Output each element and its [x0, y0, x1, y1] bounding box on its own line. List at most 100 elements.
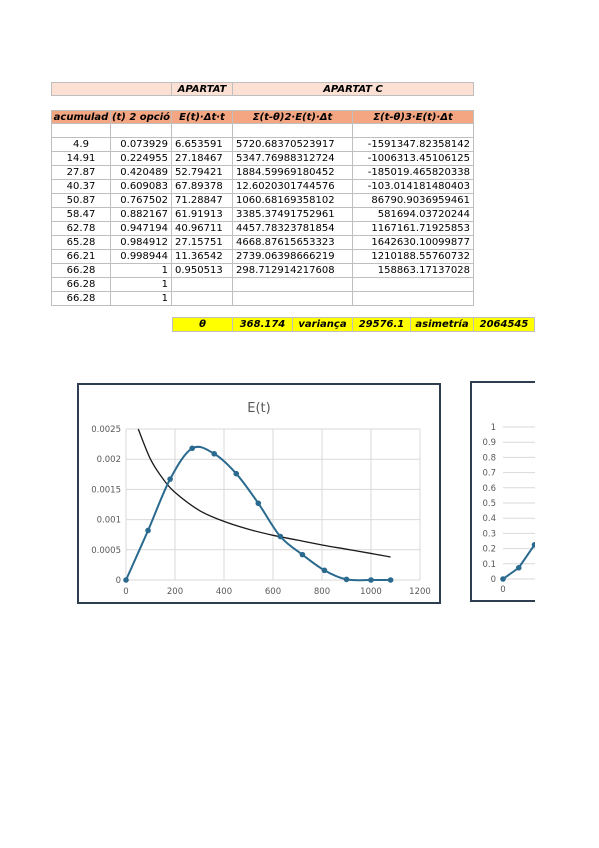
table-cell: 0.947194 [111, 222, 172, 236]
table-cell [51, 124, 111, 138]
table-cell: -185019.465820338 [353, 166, 474, 180]
table-cell: 1167161.71925853 [353, 222, 474, 236]
header-blank [51, 82, 172, 96]
table-cell: 65.28 [51, 236, 111, 250]
table-cell [172, 278, 233, 292]
data-point [500, 576, 506, 582]
et-chart[interactable]: E(t) 0 0.0005 0.001 0.0015 0.002 0.0025 0 200 400… [77, 383, 441, 604]
table-cell [172, 292, 233, 306]
table-cell: 1 [111, 292, 172, 306]
data-point [277, 533, 284, 540]
table-cell: 1 [111, 264, 172, 278]
column-header: (t) 2 opció [111, 110, 172, 124]
table-cell: 158863.17137028 [353, 264, 474, 278]
y-tick-label: 0 [116, 576, 121, 586]
table-cell: 1642630.10099877 [353, 236, 474, 250]
table-cell: 0.882167 [111, 208, 172, 222]
table-cell: -103.014181480403 [353, 180, 474, 194]
theta-label: θ [172, 317, 233, 332]
table-cell: 86790.9036959461 [353, 194, 474, 208]
data-point [299, 551, 306, 558]
skewness-value: 2064545 [474, 317, 535, 332]
theta-value: 368.174 [233, 317, 293, 332]
x-tick-label: 1000 [360, 587, 382, 597]
page-edge-mask [535, 300, 599, 620]
data-point [233, 470, 240, 477]
table-cell: 581694.03720244 [353, 208, 474, 222]
table-cell [233, 292, 353, 306]
table-cell: 6.653591 [172, 138, 233, 152]
column-header: E(t)·Δt·t [172, 110, 233, 124]
table-cell: 40.37 [51, 180, 111, 194]
apartat-b-header: APARTAT [172, 82, 233, 96]
y-tick-label: 1 [491, 423, 496, 433]
y-tick-label: 0.1 [482, 560, 496, 570]
table-cell: 5347.76988312724 [233, 152, 353, 166]
variance-value: 29576.1 [353, 317, 411, 332]
y-tick-label: 0.002 [97, 455, 121, 465]
data-point [167, 476, 173, 482]
table-cell: 4.9 [51, 138, 111, 152]
table-cell: 5720.68370523917 [233, 138, 353, 152]
y-tick-label: 0.9 [482, 438, 496, 448]
x-tick-label: 0 [500, 585, 505, 595]
table-cell: 4668.87615653323 [233, 236, 353, 250]
table-cell: 2739.06398666219 [233, 250, 353, 264]
y-tick-label: 0.6 [482, 484, 496, 494]
table-cell: 1 [111, 278, 172, 292]
y-tick-label: 0.0015 [91, 485, 121, 495]
table-cell: 67.89378 [172, 180, 233, 194]
table-cell: 27.87 [51, 166, 111, 180]
table-cell: 27.15751 [172, 236, 233, 250]
x-tick-label: 400 [216, 587, 232, 597]
table-cell [172, 124, 233, 138]
y-tick-label: 0.7 [482, 469, 496, 479]
table-cell: 66.28 [51, 278, 111, 292]
table-cell [233, 124, 353, 138]
x-tick-label: 600 [265, 587, 281, 597]
column-header: Σ(t-θ)2·E(t)·Δt [233, 110, 353, 124]
table-cell: 11.36542 [172, 250, 233, 264]
data-point [387, 577, 394, 583]
data-point [211, 450, 217, 457]
y-tick-label: 0.2 [482, 545, 496, 555]
table-cell: 0.998944 [111, 250, 172, 264]
et-series-line [125, 445, 391, 582]
table-cell: 0.609083 [111, 180, 172, 194]
table-cell [111, 124, 172, 138]
reference-curve [137, 428, 391, 558]
data-point [343, 576, 350, 583]
y-tick-label: 0.8 [482, 453, 496, 463]
table-cell: 12.6020301744576 [233, 180, 353, 194]
table-cell: 40.96711 [172, 222, 233, 236]
table-cell: 1210188.55760732 [353, 250, 474, 264]
table-cell: -1006313.45106125 [353, 152, 474, 166]
table-cell: 3385.37491752961 [233, 208, 353, 222]
table-cell: 61.91913 [172, 208, 233, 222]
table-cell: 27.18467 [172, 152, 233, 166]
y-tick-label: 0.0005 [91, 546, 121, 556]
data-point [123, 577, 129, 583]
data-point [145, 527, 151, 534]
table-cell: 71.28847 [172, 194, 233, 208]
y-tick-label: 0 [491, 575, 496, 585]
table-cell: 1060.68169358102 [233, 194, 353, 208]
table-cell: 0.224955 [111, 152, 172, 166]
table-cell [233, 278, 353, 292]
cumulative-series-line [502, 544, 536, 580]
table-cell: 50.87 [51, 194, 111, 208]
table-cell: 0.950513 [172, 264, 233, 278]
table-cell: 298.712914217608 [233, 264, 353, 278]
apartat-c-header: APARTAT C [233, 82, 474, 96]
x-tick-label: 800 [314, 587, 330, 597]
data-point [255, 500, 262, 507]
skewness-label: asimetría [411, 317, 474, 332]
table-cell: 0.767502 [111, 194, 172, 208]
y-tick-label: 0.5 [482, 499, 496, 509]
x-tick-label: 1200 [409, 587, 431, 597]
table-cell [353, 278, 474, 292]
table-cell [353, 292, 474, 306]
table-cell: 0.420489 [111, 166, 172, 180]
variance-label: variança [293, 317, 353, 332]
data-point [368, 577, 374, 583]
